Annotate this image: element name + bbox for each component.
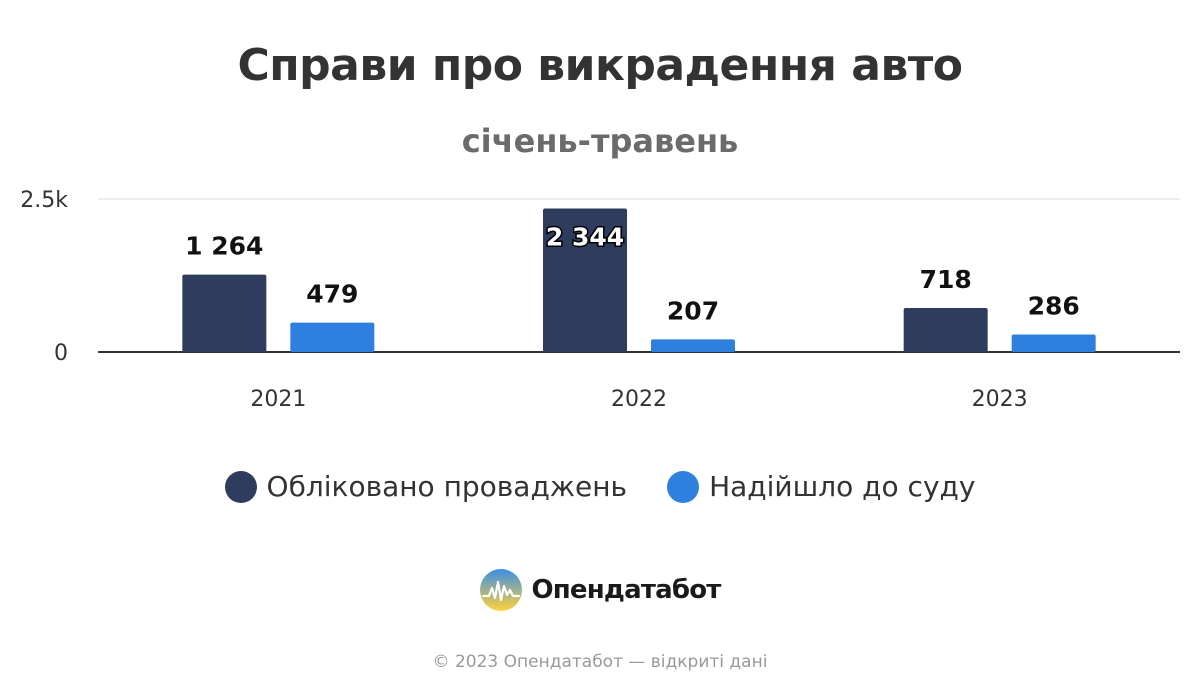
data-label: 718 (920, 265, 972, 294)
data-label: 1 264 (185, 232, 263, 261)
legend-swatch-to-court (667, 470, 700, 503)
data-label: 207 (667, 296, 719, 325)
brand-logo-icon (480, 569, 523, 611)
bar (651, 339, 735, 352)
footer-credit: © 2023 Опендатабот — відкриті дані (432, 652, 768, 672)
bar (1011, 334, 1096, 352)
chart-legend: Обліковано проваджень Надійшло до суду (0, 470, 1200, 503)
chart-title: Справи про викрадення авто (237, 40, 963, 91)
data-label: 479 (306, 280, 358, 309)
legend-item-to-court[interactable]: Надійшло до суду (667, 470, 975, 503)
legend-swatch-registered (224, 470, 257, 503)
bar-chart: 0 2.5k 1 264 479 2021 2 344 207 2022 718 286 2023 (20, 188, 1180, 412)
legend-label-to-court: Надійшло до суду (709, 470, 976, 503)
bar (543, 208, 627, 352)
chart-subtitle: січень-травень (461, 122, 739, 160)
brand-logo: Опендатабот (0, 568, 1200, 612)
bar (290, 322, 375, 352)
x-tick-label: 2021 (250, 387, 306, 412)
y-tick-label: 0 (54, 341, 68, 366)
legend-item-registered[interactable]: Обліковано проваджень (224, 470, 628, 503)
x-tick-label: 2023 (972, 387, 1028, 412)
y-tick-label: 2.5k (20, 188, 68, 213)
data-label: 286 (1028, 291, 1080, 320)
bar (903, 308, 988, 352)
x-tick-label: 2022 (611, 387, 667, 412)
data-label: 2 344 (546, 223, 624, 252)
brand-name: Опендатабот (531, 575, 721, 605)
bar (182, 274, 267, 352)
legend-label-registered: Обліковано проваджень (266, 470, 628, 503)
